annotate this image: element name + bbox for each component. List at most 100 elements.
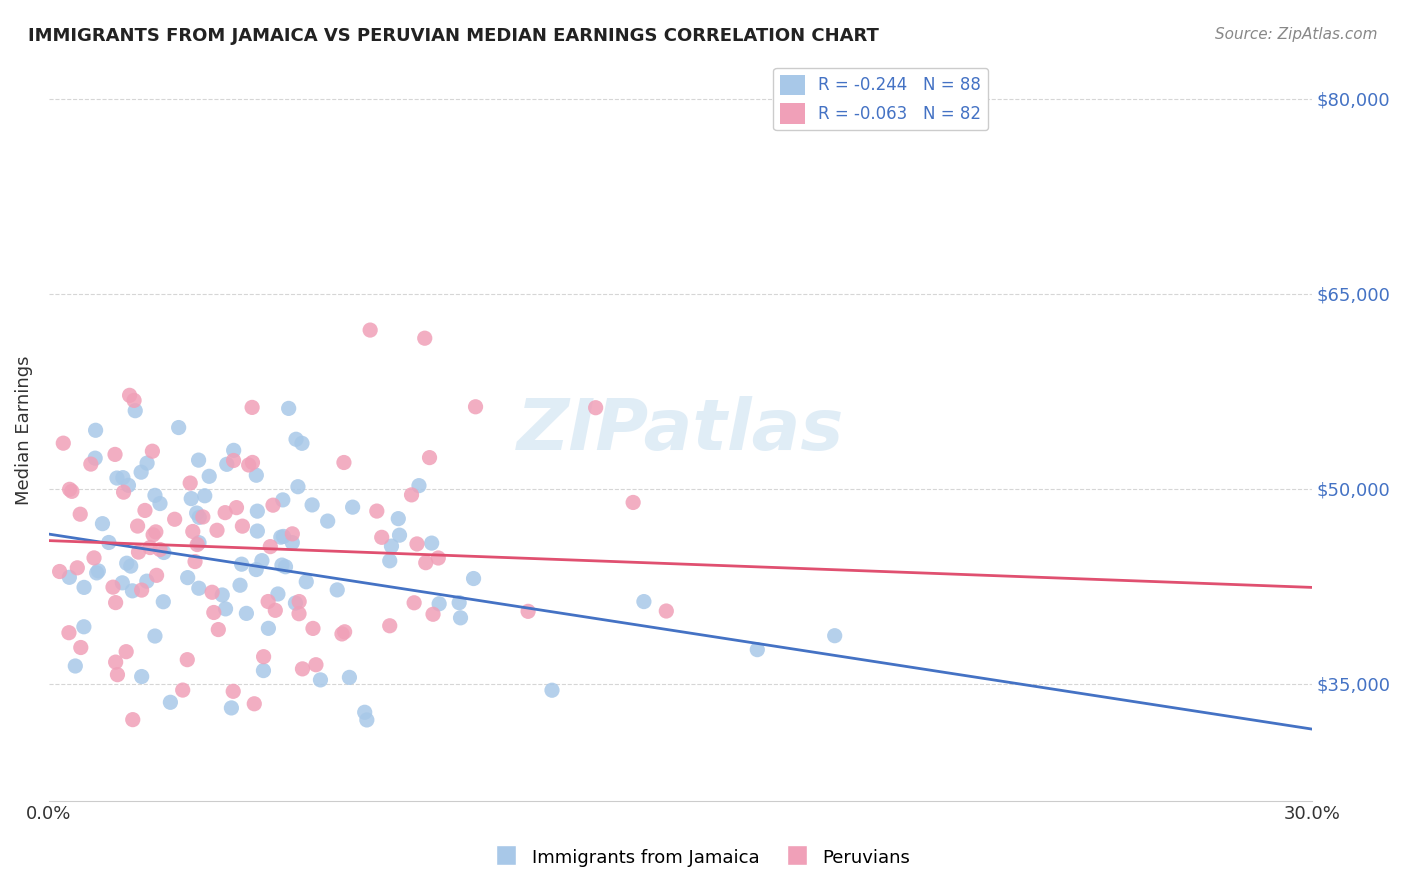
Point xyxy=(180,491,202,506)
Point xyxy=(257,621,280,635)
Point xyxy=(281,526,304,541)
Point xyxy=(167,420,190,434)
Point xyxy=(267,587,290,601)
Point xyxy=(136,456,159,470)
Point xyxy=(378,554,401,568)
Point xyxy=(111,470,134,484)
Point xyxy=(48,565,70,579)
Point xyxy=(359,323,381,337)
Point xyxy=(127,519,149,533)
Point xyxy=(131,583,153,598)
Point xyxy=(145,524,167,539)
Point xyxy=(131,669,153,683)
Point xyxy=(176,571,198,585)
Point xyxy=(295,574,318,589)
Point xyxy=(356,713,378,727)
Point xyxy=(141,444,163,458)
Point xyxy=(129,465,152,479)
Point xyxy=(388,528,411,542)
Point xyxy=(302,621,325,635)
Text: ZIPatlas: ZIPatlas xyxy=(517,396,844,465)
Point xyxy=(187,581,209,595)
Point xyxy=(418,450,440,465)
Point xyxy=(464,400,486,414)
Point xyxy=(184,555,207,569)
Point xyxy=(257,594,280,608)
Point xyxy=(207,623,229,637)
Point xyxy=(188,535,211,549)
Point xyxy=(415,556,437,570)
Point xyxy=(191,510,214,524)
Point xyxy=(104,447,127,461)
Point xyxy=(387,511,409,525)
Point xyxy=(406,537,429,551)
Point xyxy=(245,468,267,483)
Point xyxy=(309,673,332,687)
Point xyxy=(152,595,174,609)
Point xyxy=(145,568,167,582)
Point xyxy=(243,697,266,711)
Point xyxy=(187,453,209,467)
Point xyxy=(427,551,450,566)
Point xyxy=(120,559,142,574)
Point xyxy=(214,602,236,616)
Point xyxy=(202,606,225,620)
Point xyxy=(633,594,655,608)
Point xyxy=(118,388,141,402)
Point xyxy=(747,642,769,657)
Point xyxy=(135,574,157,589)
Point xyxy=(198,469,221,483)
Point xyxy=(301,498,323,512)
Point xyxy=(333,624,356,639)
Point xyxy=(287,480,309,494)
Point xyxy=(339,670,361,684)
Point xyxy=(413,331,436,345)
Point xyxy=(288,607,311,621)
Point xyxy=(427,597,450,611)
Point xyxy=(305,657,328,672)
Point xyxy=(188,510,211,524)
Point xyxy=(172,683,194,698)
Point xyxy=(115,556,138,570)
Point xyxy=(143,629,166,643)
Point xyxy=(250,554,273,568)
Point xyxy=(214,506,236,520)
Point xyxy=(201,585,224,599)
Point xyxy=(58,625,80,640)
Point xyxy=(127,545,149,559)
Point xyxy=(84,451,107,466)
Point xyxy=(66,561,89,575)
Point xyxy=(153,545,176,559)
Point xyxy=(225,500,247,515)
Point xyxy=(194,489,217,503)
Point xyxy=(291,436,314,450)
Point xyxy=(69,507,91,521)
Point xyxy=(259,540,281,554)
Point xyxy=(284,596,307,610)
Point xyxy=(179,476,201,491)
Point xyxy=(101,580,124,594)
Point xyxy=(83,550,105,565)
Point xyxy=(121,713,143,727)
Point xyxy=(288,594,311,608)
Point xyxy=(277,401,299,416)
Point xyxy=(97,535,120,549)
Point xyxy=(117,478,139,492)
Point xyxy=(450,611,472,625)
Point xyxy=(115,645,138,659)
Point xyxy=(176,653,198,667)
Legend: Immigrants from Jamaica, Peruvians: Immigrants from Jamaica, Peruvians xyxy=(488,840,918,874)
Point xyxy=(186,537,208,551)
Point xyxy=(380,539,402,553)
Point xyxy=(65,659,87,673)
Point xyxy=(60,484,83,499)
Point xyxy=(449,596,471,610)
Point xyxy=(229,578,252,592)
Point xyxy=(222,684,245,698)
Point xyxy=(252,664,274,678)
Point xyxy=(231,557,253,571)
Point xyxy=(824,629,846,643)
Point xyxy=(420,536,443,550)
Point xyxy=(86,566,108,580)
Point xyxy=(52,436,75,450)
